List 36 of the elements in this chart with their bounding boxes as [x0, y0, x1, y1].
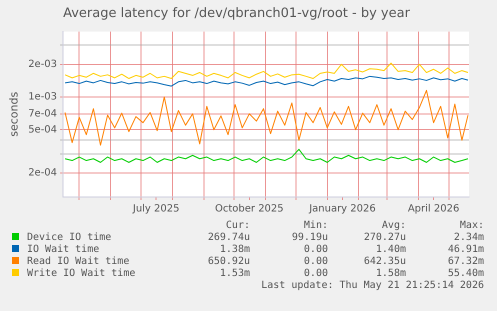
text: Avg:	[380, 220, 406, 232]
y-tick-label: 2e-04	[28, 168, 58, 178]
text: 99.19u	[290, 232, 328, 244]
y-tick-label: 2e-03	[28, 58, 58, 70]
text: 2.34m	[452, 232, 484, 244]
text: 55.40m	[446, 268, 484, 280]
y-tick-label: 7e-04	[28, 108, 58, 120]
legend-label: Write IO Wait time	[26, 268, 136, 280]
text: 650.92u	[206, 256, 250, 268]
text: 0.00	[302, 268, 328, 280]
text: 1.40m	[374, 244, 406, 256]
x-tick-label: October 2025	[214, 204, 284, 215]
chart-title: Average latency for /dev/qbranch01-vg/root - by year	[63, 6, 411, 22]
text: 0.00	[302, 256, 328, 268]
y-tick-label: 5e-04	[28, 124, 58, 136]
x-tick-label: July 2025	[132, 204, 180, 215]
legend-label: IO Wait time	[26, 244, 100, 256]
x-tick-label: April 2026	[408, 204, 460, 215]
legend-label: Read IO Wait time	[26, 256, 130, 268]
text: Min:	[302, 220, 328, 232]
text: 1.53m	[218, 268, 250, 280]
y-tick-label: 1e-03	[28, 92, 58, 103]
text: 0.00	[302, 244, 328, 256]
text: Last update: Thu May 21 21:25:14 2026	[260, 280, 484, 292]
text: 46.91m	[446, 244, 484, 256]
text: 269.74u	[206, 232, 250, 244]
text: 67.32m	[446, 256, 484, 268]
x-tick-label: January 2026	[308, 204, 376, 215]
y-axis-title: seconds	[7, 92, 20, 137]
text: Max:	[458, 220, 484, 232]
text: 642.35u	[362, 256, 406, 268]
text: 1.38m	[218, 244, 250, 256]
text: 270.27u	[362, 232, 406, 244]
legend-label: Device IO time	[26, 232, 112, 244]
text: 1.58m	[374, 268, 406, 280]
text: Cur:	[224, 220, 250, 232]
